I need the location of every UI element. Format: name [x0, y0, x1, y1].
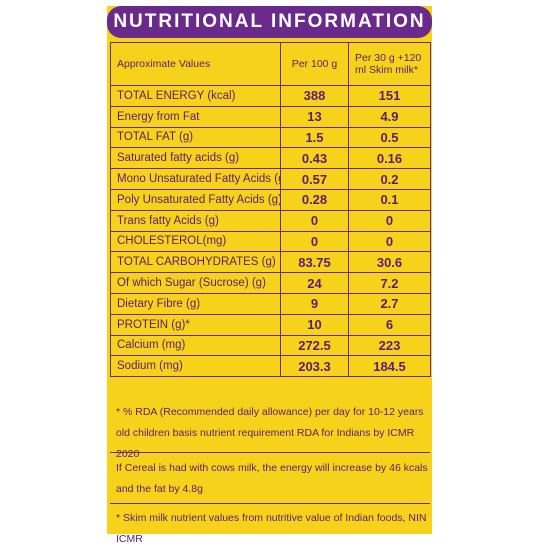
rda-note: * % RDA (Recommended daily allowance) pe…: [110, 402, 430, 465]
nutrient-label: Saturated fatty acids (g): [110, 147, 281, 170]
nutrient-label: Of which Sugar (Sucrose) (g): [110, 272, 281, 294]
value-per-serving: 184.5: [348, 355, 431, 378]
value-per-serving: 0.16: [348, 147, 431, 170]
value-per-serving: 0.2: [348, 168, 431, 190]
nutrient-label: Sodium (mg): [110, 355, 281, 378]
header-approximate-values: Approximate Values: [110, 42, 281, 86]
value-per-serving: 7.2: [348, 272, 431, 294]
header-per-100g: Per 100 g: [280, 42, 349, 86]
value-per-100g: 9: [280, 292, 349, 315]
value-per-100g: 203.3: [280, 355, 349, 378]
table-header-row: Approximate Values Per 100 g Per 30 g +1…: [110, 42, 431, 86]
table-row: PROTEIN (g)* 10 6: [110, 313, 431, 336]
skim-note-line: * Skim milk nutrient values from nutriti…: [116, 512, 427, 545]
value-per-100g: 83.75: [280, 251, 349, 274]
nutrient-label: Mono Unsaturated Fatty Acids (g): [110, 168, 281, 190]
value-per-serving: 6: [348, 313, 431, 336]
nutrient-label: Poly Unsaturated Fatty Acids (g): [110, 188, 281, 211]
table-row: Saturated fatty acids (g) 0.43 0.16: [110, 147, 431, 170]
nutrient-label: Dietary Fibre (g): [110, 292, 281, 315]
table-row: Dietary Fibre (g) 9 2.7: [110, 292, 431, 315]
table-row: CHOLESTEROL(mg) 0 0: [110, 230, 431, 253]
value-per-100g: 1.5: [280, 126, 349, 149]
value-per-serving: 151: [348, 85, 431, 107]
nutrient-label: CHOLESTEROL(mg): [110, 230, 281, 253]
value-per-100g: 0: [280, 209, 349, 232]
table-row: TOTAL FAT (g) 1.5 0.5: [110, 126, 431, 149]
value-per-serving: 0: [348, 230, 431, 253]
value-per-serving: 223: [348, 334, 431, 357]
table-row: Calcium (mg) 272.5 223: [110, 334, 431, 357]
table-row: TOTAL CARBOHYDRATES (g) 83.75 30.6: [110, 251, 431, 274]
table-row: Mono Unsaturated Fatty Acids (g) 0.57 0.2: [110, 168, 431, 190]
milk-note: If Cereal is had with cows milk, the ene…: [110, 458, 430, 500]
page-title: NUTRITIONAL INFORMATION: [113, 11, 426, 32]
value-per-100g: 13: [280, 105, 349, 128]
value-per-100g: 0.28: [280, 188, 349, 211]
table-row: TOTAL ENERGY (kcal) 388 151: [110, 85, 431, 107]
skim-divider: [110, 503, 430, 504]
nutrient-label: Energy from Fat: [110, 105, 281, 128]
value-per-100g: 388: [280, 85, 349, 107]
nutrient-label: Calcium (mg): [110, 334, 281, 357]
nutrient-label: TOTAL ENERGY (kcal): [110, 85, 281, 107]
table-row: Trans fatty Acids (g) 0 0: [110, 209, 431, 232]
rda-note-line-1: * % RDA (Recommended daily allowance) pe…: [116, 406, 424, 418]
notes-divider: [110, 452, 430, 453]
nutrient-label: PROTEIN (g)*: [110, 313, 281, 336]
value-per-100g: 10: [280, 313, 349, 336]
table-row: Energy from Fat 13 4.9: [110, 105, 431, 128]
header-per-serving: Per 30 g +120 ml Skim milk*: [348, 42, 431, 86]
value-per-serving: 30.6: [348, 251, 431, 274]
title-banner: NUTRITIONAL INFORMATION: [107, 6, 432, 38]
skim-note: * Skim milk nutrient values from nutriti…: [110, 508, 430, 550]
value-per-100g: 272.5: [280, 334, 349, 357]
rda-note-line-2: old children basis nutrient requirement …: [116, 427, 415, 460]
value-per-100g: 0.57: [280, 168, 349, 190]
nutrient-label: TOTAL FAT (g): [110, 126, 281, 149]
value-per-serving: 0.1: [348, 188, 431, 211]
value-per-serving: 0: [348, 209, 431, 232]
table-row: Poly Unsaturated Fatty Acids (g) 0.28 0.1: [110, 188, 431, 211]
milk-note-line-1: If Cereal is had with cows milk, the ene…: [116, 462, 428, 474]
value-per-100g: 0.43: [280, 147, 349, 170]
table-row: Of which Sugar (Sucrose) (g) 24 7.2: [110, 272, 431, 294]
value-per-serving: 2.7: [348, 292, 431, 315]
nutrition-table: Approximate Values Per 100 g Per 30 g +1…: [110, 42, 431, 378]
nutrient-label: Trans fatty Acids (g): [110, 209, 281, 232]
value-per-100g: 24: [280, 272, 349, 294]
milk-note-line-2: and the fat by 4.8g: [116, 483, 203, 495]
value-per-serving: 4.9: [348, 105, 431, 128]
table-row: Sodium (mg) 203.3 184.5: [110, 355, 431, 378]
value-per-serving: 0.5: [348, 126, 431, 149]
value-per-100g: 0: [280, 230, 349, 253]
nutrient-label: TOTAL CARBOHYDRATES (g): [110, 251, 281, 274]
